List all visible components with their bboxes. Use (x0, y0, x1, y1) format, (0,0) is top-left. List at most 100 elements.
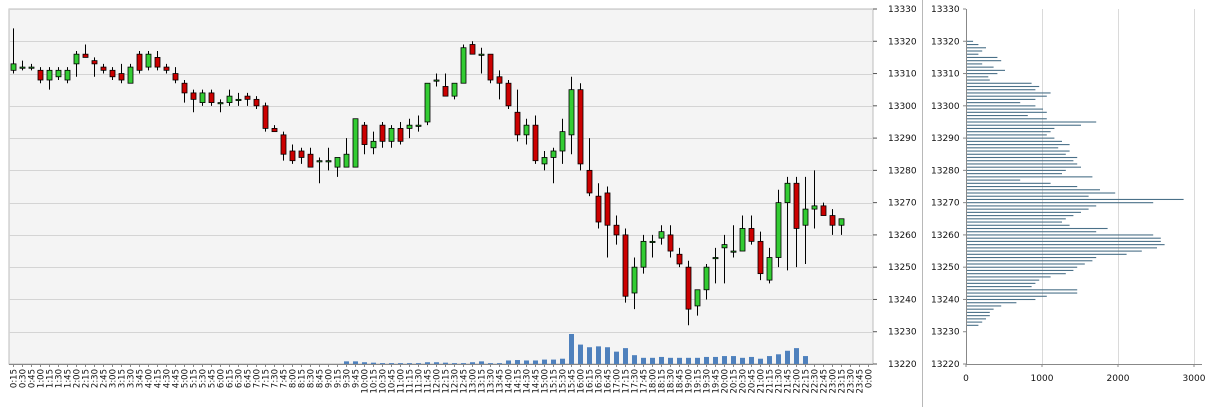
candle-body-up (145, 53, 152, 68)
profile-bar (967, 153, 1066, 155)
candle-body-down (820, 205, 827, 216)
profile-bar (967, 279, 1040, 281)
candle (559, 118, 566, 164)
time-tick-label: 16:15 (586, 369, 596, 394)
volume-bar (668, 357, 673, 364)
candle-body-up (226, 95, 233, 103)
price-tick-label: 13330 (888, 5, 917, 15)
candle-body-up (352, 118, 359, 168)
profile-bar (967, 147, 1059, 149)
candle (325, 147, 332, 171)
time-tick-label: 22:00 (793, 369, 803, 394)
candle (640, 234, 647, 274)
candle (370, 131, 377, 155)
volume-bar (488, 363, 493, 364)
profile-bar (967, 302, 1017, 304)
volume-bar (407, 363, 412, 364)
time-tick-label: 18:45 (676, 369, 686, 394)
time-tick-label: 10:30 (379, 369, 389, 394)
candle (577, 83, 584, 171)
candle-body-down (793, 182, 800, 229)
time-tick-label: 21:15 (766, 369, 776, 394)
candle (730, 225, 737, 258)
time-tick-label: 13:30 (487, 369, 497, 394)
candle-body-down (496, 76, 503, 84)
volume-bar (776, 354, 781, 364)
candle (838, 218, 845, 235)
volume-bar (794, 348, 799, 364)
candle (694, 289, 701, 316)
profile-bar (967, 134, 1047, 136)
candle (91, 57, 98, 77)
time-tick-label: 21:30 (775, 369, 785, 394)
profile-bar (967, 234, 1154, 236)
time-tick-label: 9:00 (325, 369, 335, 388)
profile-bar (967, 144, 1070, 146)
candle (334, 157, 341, 177)
volume-bar (398, 363, 403, 364)
time-tick-label: 13:00 (469, 369, 479, 394)
volume-bar (353, 361, 358, 364)
volume-bar (803, 356, 808, 364)
profile-bar (967, 115, 1028, 117)
volume-bars (344, 334, 808, 364)
candle-body-up (739, 228, 746, 252)
candle (28, 63, 35, 71)
candle-body-up (640, 240, 647, 268)
volume-profile-bars (967, 40, 1184, 326)
profile-bar (967, 273, 1066, 275)
candle-body-down (253, 98, 260, 107)
profile-volume-label: 0 (963, 374, 969, 384)
candle-body-up (658, 231, 665, 239)
candle (271, 125, 278, 133)
profile-bar (967, 282, 1036, 284)
volume-bar (362, 362, 367, 364)
time-tick-label: 15:30 (559, 369, 569, 394)
time-tick-label: 19:30 (703, 369, 713, 394)
profile-bar (967, 66, 994, 68)
candle (604, 186, 611, 258)
candle-body-down (397, 128, 404, 142)
candle-body-up (73, 53, 80, 65)
time-tick-label: 11:00 (397, 369, 407, 394)
time-tick-label: 18:30 (667, 369, 677, 394)
profile-bar (967, 179, 1021, 181)
candle (469, 41, 476, 55)
time-tick-label: 3:15 (118, 369, 128, 388)
time-tick-label: 3:00 (109, 369, 119, 388)
candle-body-up (316, 160, 323, 163)
time-tick-label: 2:15 (82, 369, 92, 388)
profile-price-label: 13250 (931, 263, 960, 273)
profile-bar (967, 276, 1051, 278)
candle (262, 102, 269, 132)
profile-price-label: 13270 (931, 199, 960, 209)
profile-price-label: 13260 (931, 231, 960, 241)
profile-bar (967, 76, 989, 78)
candle (289, 144, 296, 164)
candle-body-up (712, 257, 719, 260)
candle-body-down (262, 105, 269, 129)
volume-bar (758, 358, 763, 364)
time-tick-label: 0:45 (28, 369, 38, 388)
candle (208, 89, 215, 106)
time-tick-label: 10:45 (388, 369, 398, 394)
candle (703, 263, 710, 300)
profile-bar (967, 269, 1074, 272)
volume-bar (749, 356, 754, 364)
candle (181, 80, 188, 103)
volume-bar (506, 360, 511, 364)
profile-price-label: 13330 (931, 5, 960, 15)
volume-bar (416, 363, 421, 364)
candle-body-down (163, 66, 170, 71)
price-plot-area (8, 8, 874, 365)
candle-body-up (811, 205, 818, 210)
candle-body-down (469, 44, 476, 55)
candle-body-up (199, 92, 206, 103)
candle-body-down (514, 111, 521, 136)
candle (631, 257, 638, 310)
candle-body-down (748, 228, 755, 242)
candle-body-up (721, 244, 728, 249)
candle-body-up (415, 124, 422, 127)
candle-body-down (190, 92, 197, 100)
